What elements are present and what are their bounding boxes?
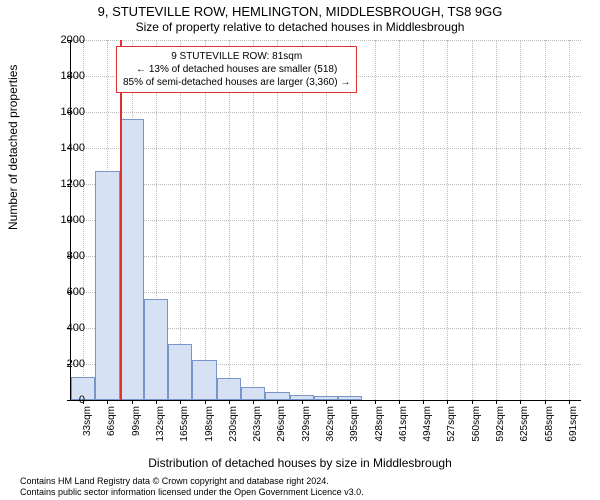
xtick-label: 362sqm	[325, 406, 336, 446]
histogram-bar	[144, 299, 168, 400]
gridline-v	[545, 40, 546, 400]
xtick-label: 230sqm	[228, 406, 239, 446]
ytick-label: 1000	[45, 214, 85, 226]
marker-line	[120, 40, 122, 400]
gridline-v	[253, 40, 254, 400]
gridline-v	[350, 40, 351, 400]
histogram-bar	[217, 378, 241, 400]
xtick-label: 428sqm	[374, 406, 385, 446]
xtick-label: 592sqm	[495, 406, 506, 446]
xtick-mark	[229, 400, 230, 404]
ytick-label: 0	[45, 394, 85, 406]
ytick-label: 1200	[45, 178, 85, 190]
ytick-label: 800	[45, 250, 85, 262]
x-axis-label: Distribution of detached houses by size …	[0, 456, 600, 470]
ytick-label: 1800	[45, 70, 85, 82]
xtick-mark	[399, 400, 400, 404]
xtick-label: 198sqm	[204, 406, 215, 446]
histogram-bar	[265, 392, 289, 400]
xtick-mark	[205, 400, 206, 404]
xtick-mark	[180, 400, 181, 404]
chart-title: 9, STUTEVILLE ROW, HEMLINGTON, MIDDLESBR…	[0, 4, 600, 19]
xtick-mark	[132, 400, 133, 404]
gridline-v	[423, 40, 424, 400]
xtick-mark	[350, 400, 351, 404]
xtick-mark	[253, 400, 254, 404]
xtick-mark	[569, 400, 570, 404]
xtick-label: 99sqm	[131, 406, 142, 446]
histogram-bar	[95, 171, 119, 400]
xtick-label: 296sqm	[276, 406, 287, 446]
xtick-mark	[423, 400, 424, 404]
xtick-mark	[107, 400, 108, 404]
annotation-line: 85% of semi-detached houses are larger (…	[123, 76, 350, 89]
xtick-label: 395sqm	[349, 406, 360, 446]
ytick-label: 400	[45, 322, 85, 334]
xtick-label: 625sqm	[519, 406, 530, 446]
ytick-label: 1600	[45, 106, 85, 118]
xtick-label: 461sqm	[398, 406, 409, 446]
gridline-v	[520, 40, 521, 400]
gridline-v	[447, 40, 448, 400]
xtick-mark	[156, 400, 157, 404]
gridline-v	[302, 40, 303, 400]
histogram-bar	[168, 344, 192, 400]
histogram-bar	[192, 360, 216, 400]
annotation-line: 9 STUTEVILLE ROW: 81sqm	[123, 50, 350, 63]
xtick-label: 560sqm	[471, 406, 482, 446]
xtick-mark	[277, 400, 278, 404]
footer-line-2: Contains public sector information licen…	[20, 487, 364, 497]
y-axis-label: Number of detached properties	[6, 65, 20, 230]
gridline-v	[472, 40, 473, 400]
xtick-mark	[545, 400, 546, 404]
xtick-label: 329sqm	[301, 406, 312, 446]
xtick-mark	[302, 400, 303, 404]
gridline-v	[229, 40, 230, 400]
ytick-label: 600	[45, 286, 85, 298]
xtick-mark	[472, 400, 473, 404]
xtick-label: 691sqm	[568, 406, 579, 446]
annotation-box: 9 STUTEVILLE ROW: 81sqm← 13% of detached…	[116, 46, 357, 93]
xtick-label: 494sqm	[422, 406, 433, 446]
plot-area: 9 STUTEVILLE ROW: 81sqm← 13% of detached…	[70, 40, 581, 401]
ytick-label: 1400	[45, 142, 85, 154]
xtick-mark	[496, 400, 497, 404]
gridline-v	[205, 40, 206, 400]
histogram-bar	[120, 119, 144, 400]
xtick-mark	[375, 400, 376, 404]
xtick-mark	[326, 400, 327, 404]
xtick-label: 527sqm	[446, 406, 457, 446]
xtick-label: 132sqm	[155, 406, 166, 446]
xtick-label: 165sqm	[179, 406, 190, 446]
gridline-v	[569, 40, 570, 400]
xtick-label: 263sqm	[252, 406, 263, 446]
annotation-line: ← 13% of detached houses are smaller (51…	[123, 63, 350, 76]
xtick-mark	[447, 400, 448, 404]
gridline-v	[375, 40, 376, 400]
xtick-label: 33sqm	[82, 406, 93, 446]
footer-line-1: Contains HM Land Registry data © Crown c…	[20, 476, 329, 486]
gridline-v	[399, 40, 400, 400]
gridline-v	[496, 40, 497, 400]
chart-subtitle: Size of property relative to detached ho…	[0, 20, 600, 34]
xtick-mark	[520, 400, 521, 404]
ytick-label: 200	[45, 358, 85, 370]
histogram-bar	[241, 387, 265, 400]
gridline-v	[326, 40, 327, 400]
ytick-label: 2000	[45, 34, 85, 46]
xtick-label: 66sqm	[106, 406, 117, 446]
xtick-label: 658sqm	[544, 406, 555, 446]
gridline-v	[277, 40, 278, 400]
